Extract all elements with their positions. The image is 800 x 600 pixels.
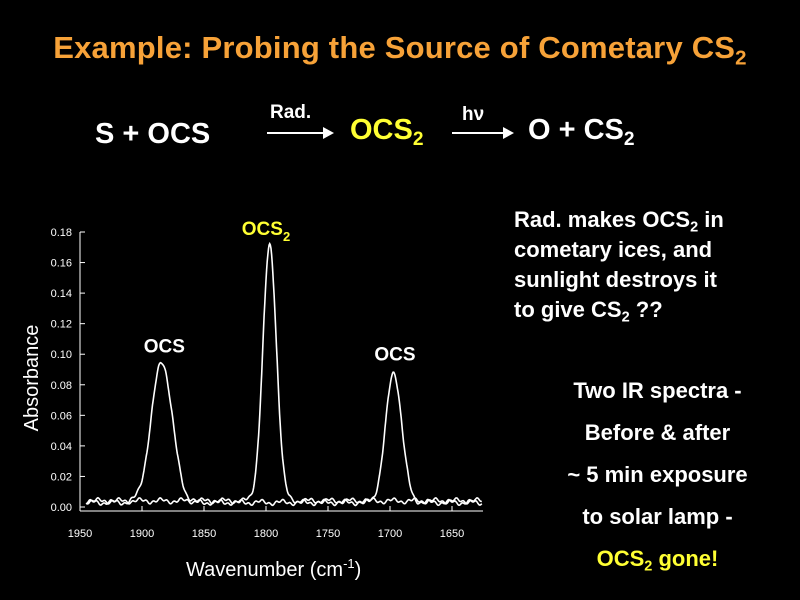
y-tick-label: 0.00 xyxy=(51,502,72,514)
note-line-3: ~ 5 min exposure xyxy=(567,462,748,487)
products: O + CS2 xyxy=(528,114,635,151)
reaction-arrow-2 xyxy=(452,127,514,139)
peak-label: OCS xyxy=(144,337,185,358)
y-tick-label: 0.04 xyxy=(51,441,72,453)
note-line-4: to solar lamp - xyxy=(582,504,733,529)
x-tick-label: 1700 xyxy=(378,528,402,540)
y-tick-label: 0.08 xyxy=(51,380,72,392)
note-line-5: OCS2 gone! xyxy=(596,546,719,575)
arrow1-label: Rad. xyxy=(270,102,312,123)
y-tick-label: 0.12 xyxy=(51,319,72,331)
chart-series xyxy=(85,241,483,507)
y-tick-label: 0.02 xyxy=(51,471,72,483)
x-tick-label: 1950 xyxy=(68,528,92,540)
spectrum-line-1 xyxy=(85,361,483,507)
peak-label: OCS xyxy=(374,344,415,365)
x-tick-label: 1650 xyxy=(440,528,464,540)
y-axis-label: Absorbance xyxy=(21,325,43,432)
y-tick-label: 0.06 xyxy=(51,410,72,422)
arrow2-label: hν xyxy=(462,104,485,125)
side-line-1: Rad. makes OCS2 in xyxy=(514,207,724,236)
chart-axes: 0.00 0.02 0.04 0.06 0.08 0.10 0.12 0.14 0.16 0.18… xyxy=(51,227,483,540)
note-line-2: Before & after xyxy=(584,420,731,445)
side-line-2: cometary ices, and xyxy=(514,237,713,262)
reactants: S + OCS xyxy=(95,118,211,150)
chart-annotations: OCS OCS2 OCS xyxy=(144,219,416,365)
slide-title: Example: Probing the Source of Cometary … xyxy=(53,30,747,70)
y-tick-label: 0.18 xyxy=(51,227,72,239)
experiment-note: Two IR spectra - Before & after ~ 5 min … xyxy=(530,370,785,580)
x-tick-label: 1750 xyxy=(316,528,340,540)
peak-label: OCS2 xyxy=(242,219,290,244)
x-axis-label: Wavenumber (cm-1) xyxy=(186,556,361,581)
x-tick-label: 1800 xyxy=(254,528,278,540)
y-tick-label: 0.16 xyxy=(51,258,72,270)
x-tick-label: 1850 xyxy=(192,528,216,540)
side-line-4: to give CS2 ?? xyxy=(514,297,663,326)
y-tick-label: 0.14 xyxy=(51,288,72,300)
side-text: Rad. makes OCS2 in cometary ices, and su… xyxy=(514,205,789,325)
y-tick-label: 0.10 xyxy=(51,349,72,361)
x-tick-label: 1900 xyxy=(130,528,154,540)
side-line-3: sunlight destroys it xyxy=(514,267,717,292)
spectrum-line-2 xyxy=(85,241,482,505)
intermediate: OCS2 xyxy=(350,114,424,151)
note-line-1: Two IR spectra - xyxy=(573,378,742,403)
reaction-arrow-1 xyxy=(267,127,334,139)
